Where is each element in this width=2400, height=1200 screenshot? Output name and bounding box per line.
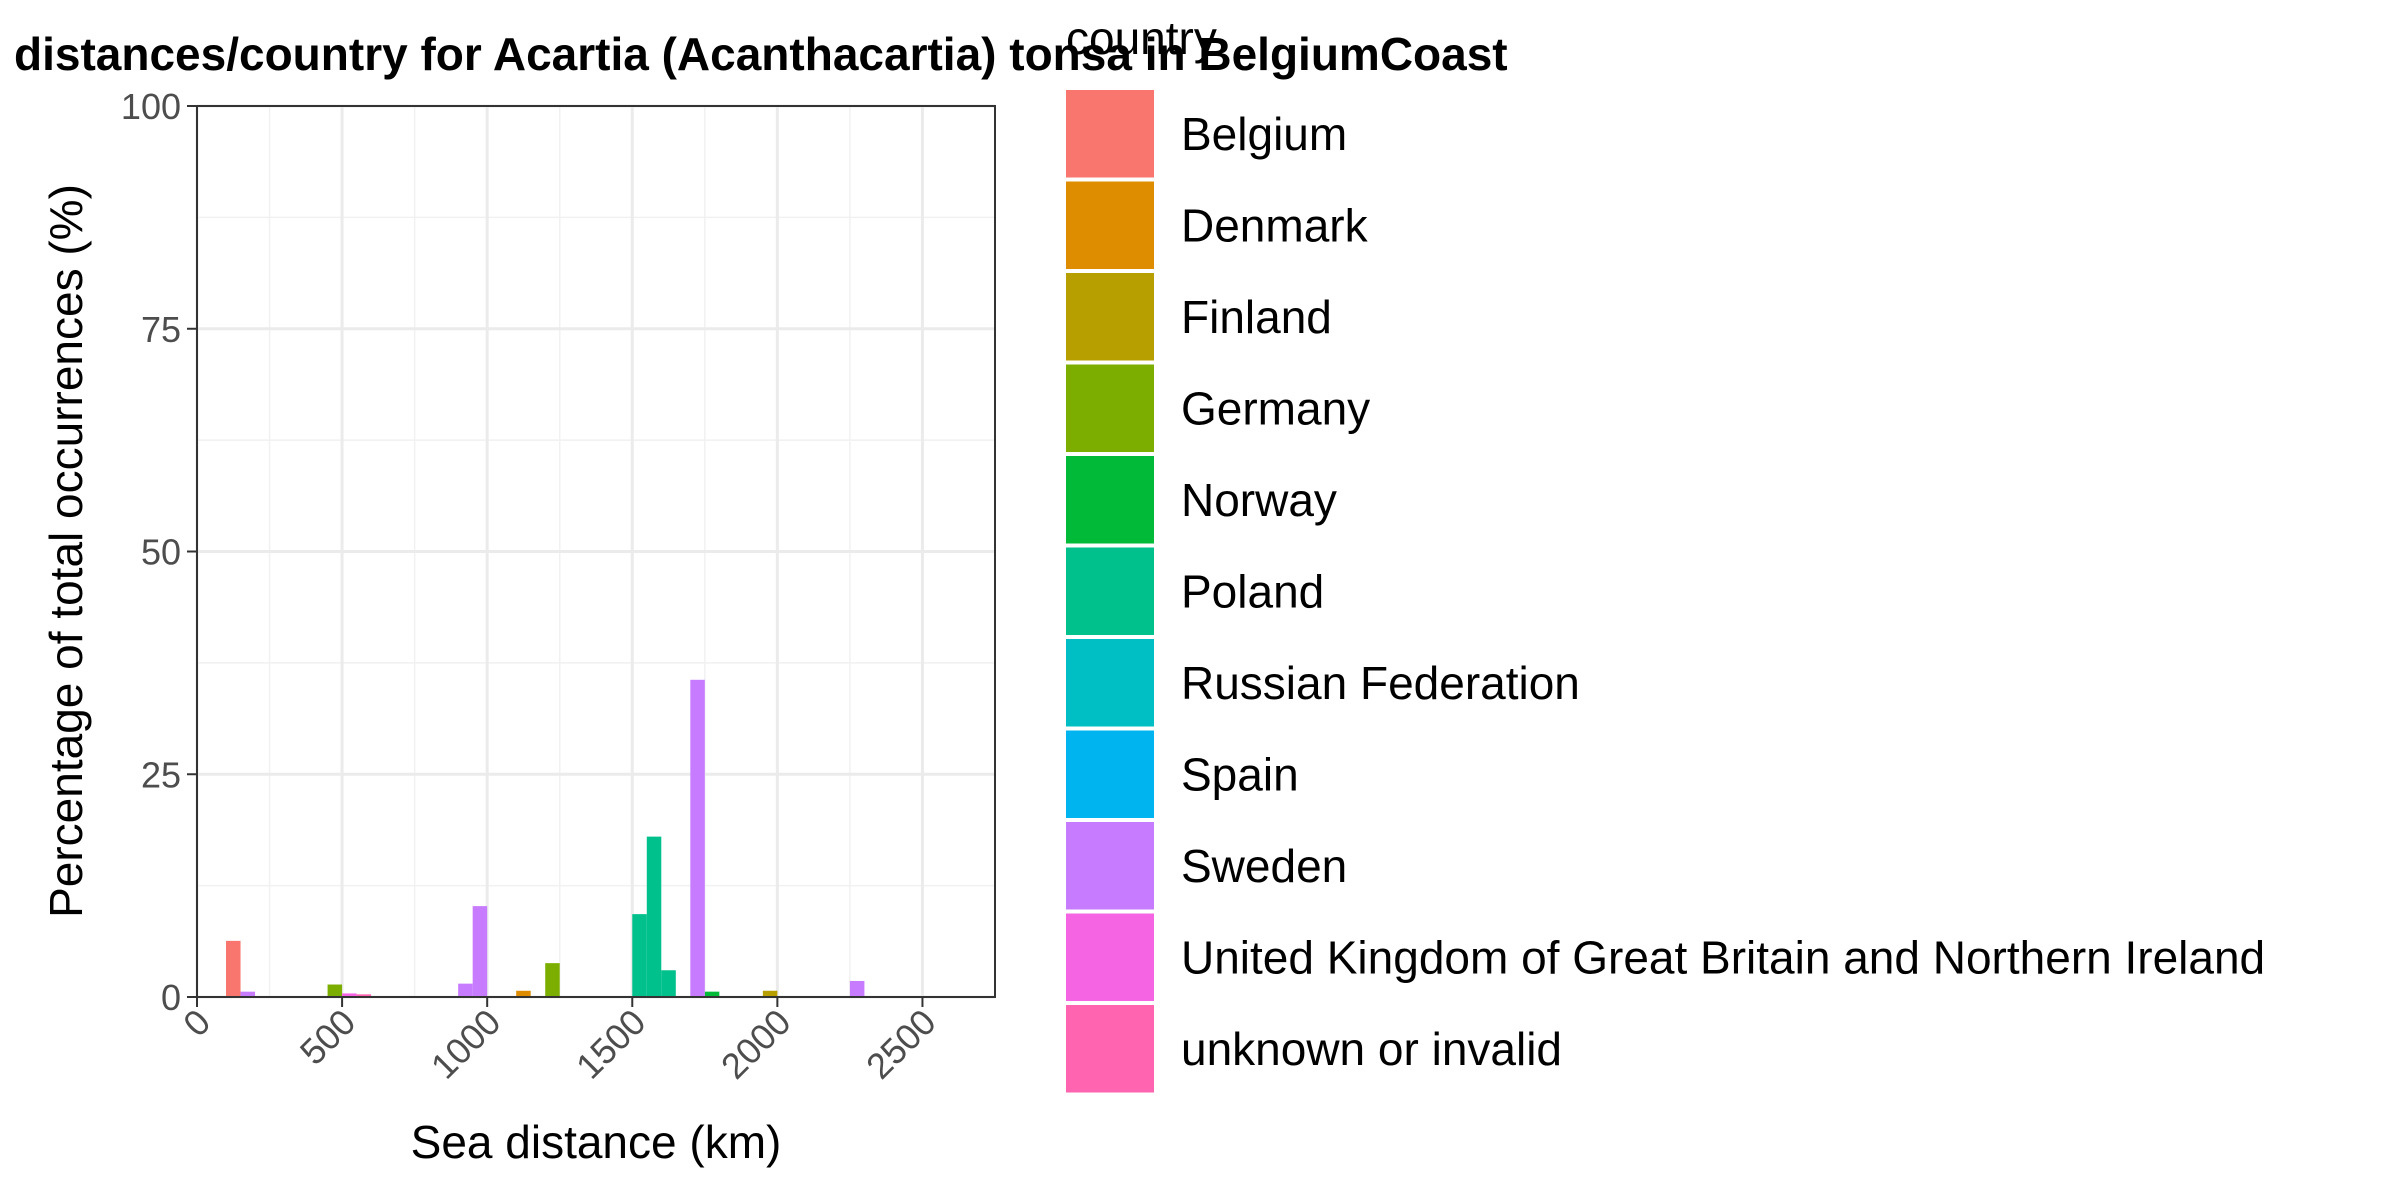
legend-label: Sweden bbox=[1181, 840, 1347, 892]
legend-item: Germany bbox=[1066, 364, 1370, 452]
legend-item: United Kingdom of Great Britain and Nort… bbox=[1066, 913, 2265, 1001]
bar-sweden bbox=[849, 980, 865, 997]
legend-label: Germany bbox=[1181, 382, 1370, 434]
legend-label: Belgium bbox=[1181, 108, 1347, 160]
legend-label: Spain bbox=[1181, 748, 1299, 800]
bar-finland bbox=[762, 990, 778, 997]
legend-key bbox=[1066, 456, 1154, 544]
legend-title: country bbox=[1066, 12, 1217, 64]
legend-key bbox=[1066, 90, 1154, 178]
legend-item: Denmark bbox=[1066, 181, 1369, 269]
y-tick-label: 100 bbox=[121, 86, 181, 127]
legend-key bbox=[1066, 639, 1154, 727]
legend-item: Russian Federation bbox=[1066, 639, 1580, 727]
legend-label: Finland bbox=[1181, 291, 1332, 343]
bar-poland bbox=[646, 836, 662, 997]
bar-norway bbox=[704, 991, 720, 997]
bar-belgium bbox=[226, 940, 241, 997]
bar-germany bbox=[545, 963, 560, 997]
legend: country Belgium Denmark Finland Germany Norw… bbox=[1066, 12, 2265, 1093]
bar-united-kingdom-of-great-britain-and-northern-ireland bbox=[342, 993, 357, 997]
legend-label: Poland bbox=[1181, 565, 1324, 617]
legend-item: Finland bbox=[1066, 273, 1332, 361]
bar-germany bbox=[327, 984, 343, 997]
bar-poland bbox=[632, 914, 647, 997]
legend-key bbox=[1066, 273, 1154, 361]
legend-label: unknown or invalid bbox=[1181, 1023, 1562, 1075]
y-tick-label: 50 bbox=[141, 532, 181, 573]
legend-key bbox=[1066, 364, 1154, 452]
legend-label: Norway bbox=[1181, 474, 1337, 526]
legend-label: Denmark bbox=[1181, 199, 1369, 251]
bar-sweden bbox=[240, 991, 256, 997]
chart-title: distances/country for Acartia (Acanthaca… bbox=[14, 28, 1508, 80]
bar-poland bbox=[661, 970, 676, 997]
bar-denmark bbox=[516, 990, 531, 997]
legend-item: unknown or invalid bbox=[1066, 1005, 1562, 1093]
legend-key bbox=[1066, 822, 1154, 910]
y-tick-label: 0 bbox=[161, 977, 181, 1018]
bar-sweden bbox=[472, 906, 488, 997]
legend-label: Russian Federation bbox=[1181, 657, 1580, 709]
legend-key bbox=[1066, 547, 1154, 635]
legend-item: Spain bbox=[1066, 730, 1299, 818]
y-tick-label: 75 bbox=[141, 309, 181, 350]
legend-key bbox=[1066, 181, 1154, 269]
y-tick-label: 25 bbox=[141, 754, 181, 795]
legend-key bbox=[1066, 1005, 1154, 1093]
x-axis-title: Sea distance (km) bbox=[411, 1116, 782, 1168]
legend-key bbox=[1066, 913, 1154, 1001]
legend-label: United Kingdom of Great Britain and Nort… bbox=[1181, 931, 2265, 983]
legend-item: Belgium bbox=[1066, 90, 1347, 178]
histogram-bars bbox=[226, 679, 865, 997]
y-axis-title: Percentage of total occurrences (%) bbox=[40, 184, 92, 918]
bar-unknown-or-invalid bbox=[356, 994, 372, 997]
legend-item: Norway bbox=[1066, 456, 1337, 544]
legend-key bbox=[1066, 730, 1154, 818]
legend-item: Sweden bbox=[1066, 822, 1347, 910]
bar-sweden bbox=[458, 983, 473, 997]
legend-item: Poland bbox=[1066, 547, 1324, 635]
bar-sweden bbox=[690, 679, 705, 997]
